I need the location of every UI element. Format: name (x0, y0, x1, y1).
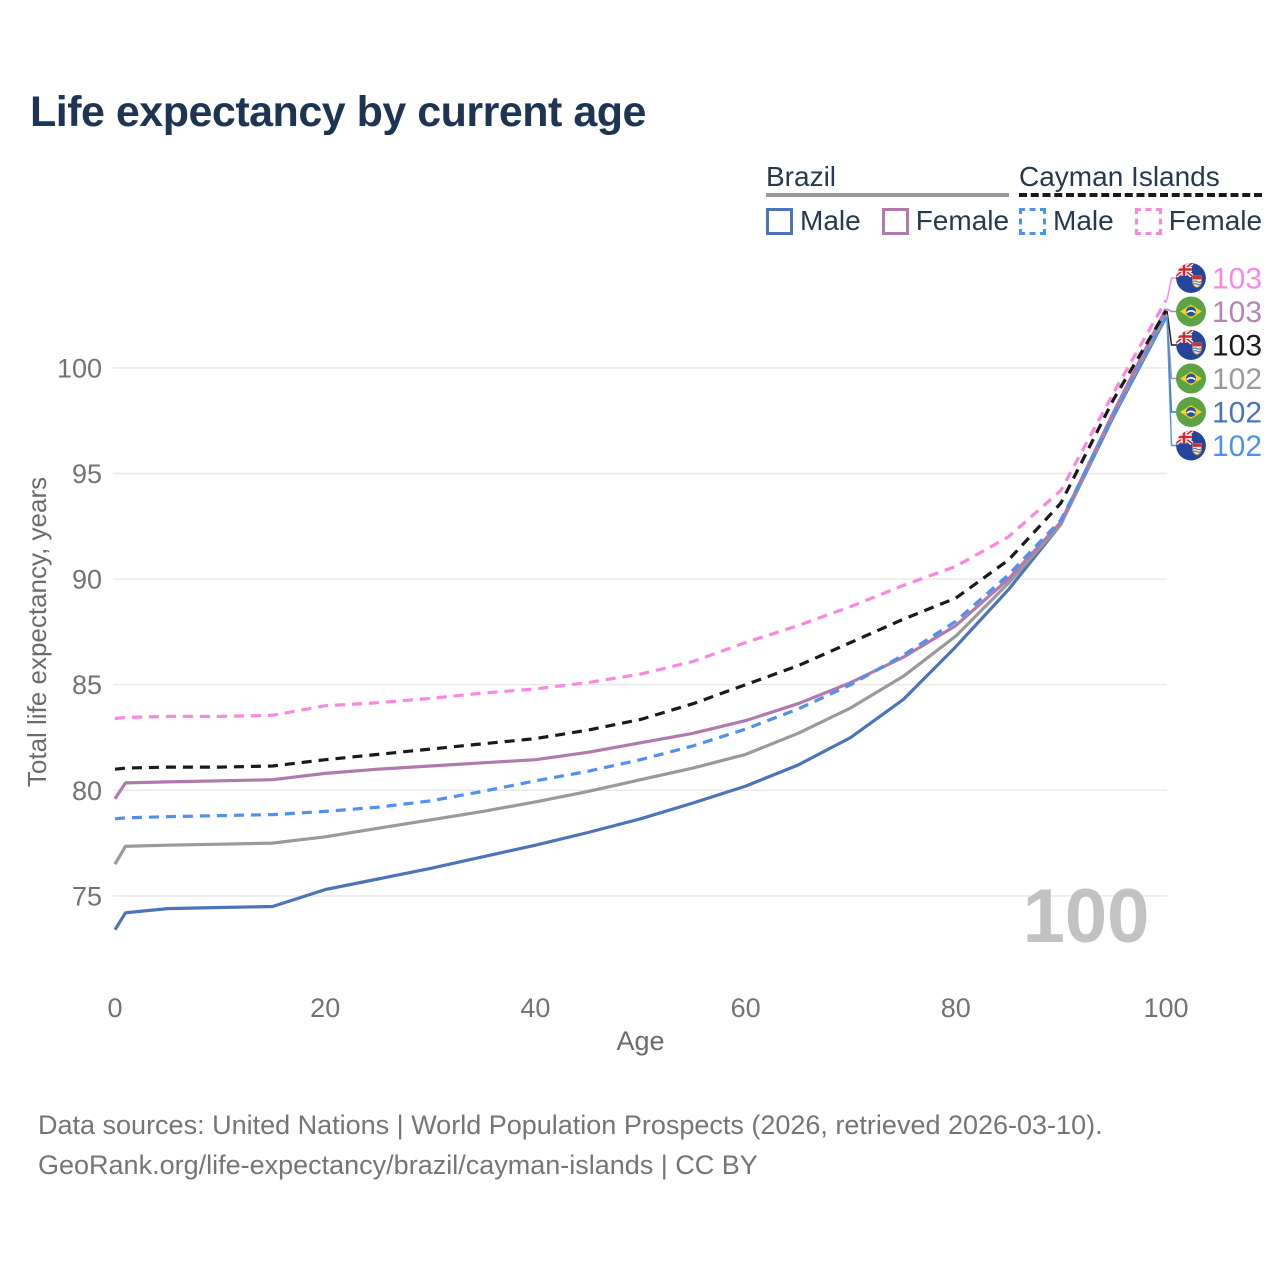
legend-swatch-cayman-female (1134, 207, 1162, 235)
y-tick-label: 85 (72, 670, 102, 700)
legend-group-brazil: Brazil Male Female (766, 161, 1010, 237)
flag-icon-brazil (1176, 397, 1206, 427)
series-line-brazil-male[interactable] (113, 316, 1168, 931)
flag-icon-cayman-islands (1176, 330, 1206, 360)
end-label-leader (1166, 277, 1176, 301)
series-line-brazil[interactable] (113, 314, 1168, 866)
flag-icon-cayman-islands (1176, 430, 1206, 461)
end-value-label: 102 (1212, 363, 1262, 396)
age-watermark: 100 (1023, 874, 1150, 959)
end-label-leader (1166, 310, 1176, 346)
flag-icon-brazil (1176, 363, 1206, 394)
legend-underline-brazil (766, 193, 1010, 197)
legend-underline-cayman-islands (1019, 193, 1263, 197)
legend-item-label: Male (800, 205, 861, 236)
end-label-leader (1166, 317, 1176, 447)
chart-title: Life expectancy by current age (30, 88, 646, 136)
series-line-cayman-islands[interactable] (114, 310, 1168, 771)
legend-item-cayman-male[interactable]: Male (1019, 205, 1114, 237)
y-tick-label: 80 (72, 776, 102, 806)
y-tick-label: 75 (72, 881, 102, 911)
legend-item-brazil-male[interactable]: Male (766, 205, 861, 237)
series-line-cayman-islands-female[interactable] (114, 299, 1168, 721)
flag-icon-cayman-islands (1176, 263, 1206, 293)
end-label-leader (1166, 308, 1176, 313)
legend-item-label: Female (1168, 205, 1263, 236)
legend-item-cayman-female[interactable]: Female (1134, 205, 1263, 237)
y-tick-label: 100 (57, 353, 102, 383)
x-tick-label: 80 (941, 993, 971, 1023)
source-url-note: GeoRank.org/life-expectancy/brazil/cayma… (38, 1150, 758, 1180)
end-value-label: 102 (1212, 397, 1262, 430)
legend-group-cayman-islands: Cayman Islands Male Female (1019, 161, 1263, 237)
legend-group-label-brazil[interactable]: Brazil (766, 161, 837, 192)
legend-item-label: Male (1053, 205, 1114, 236)
data-source-note: Data sources: United Nations | World Pop… (38, 1110, 1103, 1140)
y-tick-label: 90 (72, 565, 102, 595)
x-tick-label: 40 (520, 993, 550, 1023)
legend-swatch-cayman-male (1019, 207, 1046, 235)
x-tick-label: 60 (731, 993, 761, 1023)
legend-item-brazil-female[interactable]: Female (881, 205, 1010, 237)
end-value-label: 103 (1212, 330, 1262, 363)
flag-icon-brazil (1176, 296, 1206, 327)
x-tick-label: 0 (107, 993, 122, 1023)
legend-group-label-cayman-islands[interactable]: Cayman Islands (1019, 161, 1220, 192)
legend-swatch-brazil-female (881, 207, 909, 235)
x-axis-title: Age (616, 1026, 664, 1056)
y-axis-title: Total life expectancy, years (22, 477, 52, 787)
series-line-brazil-female[interactable] (113, 308, 1168, 800)
y-tick-label: 95 (72, 459, 102, 489)
x-tick-label: 100 (1143, 993, 1188, 1023)
legend-swatch-brazil-male (766, 207, 793, 235)
end-value-label: 102 (1212, 430, 1262, 463)
end-value-label: 103 (1212, 296, 1262, 329)
x-tick-label: 20 (310, 993, 340, 1023)
end-value-label: 103 (1212, 263, 1262, 296)
legend-item-label: Female (915, 205, 1010, 236)
chart-footer: Data sources: United Nations | World Pop… (38, 1105, 1103, 1185)
